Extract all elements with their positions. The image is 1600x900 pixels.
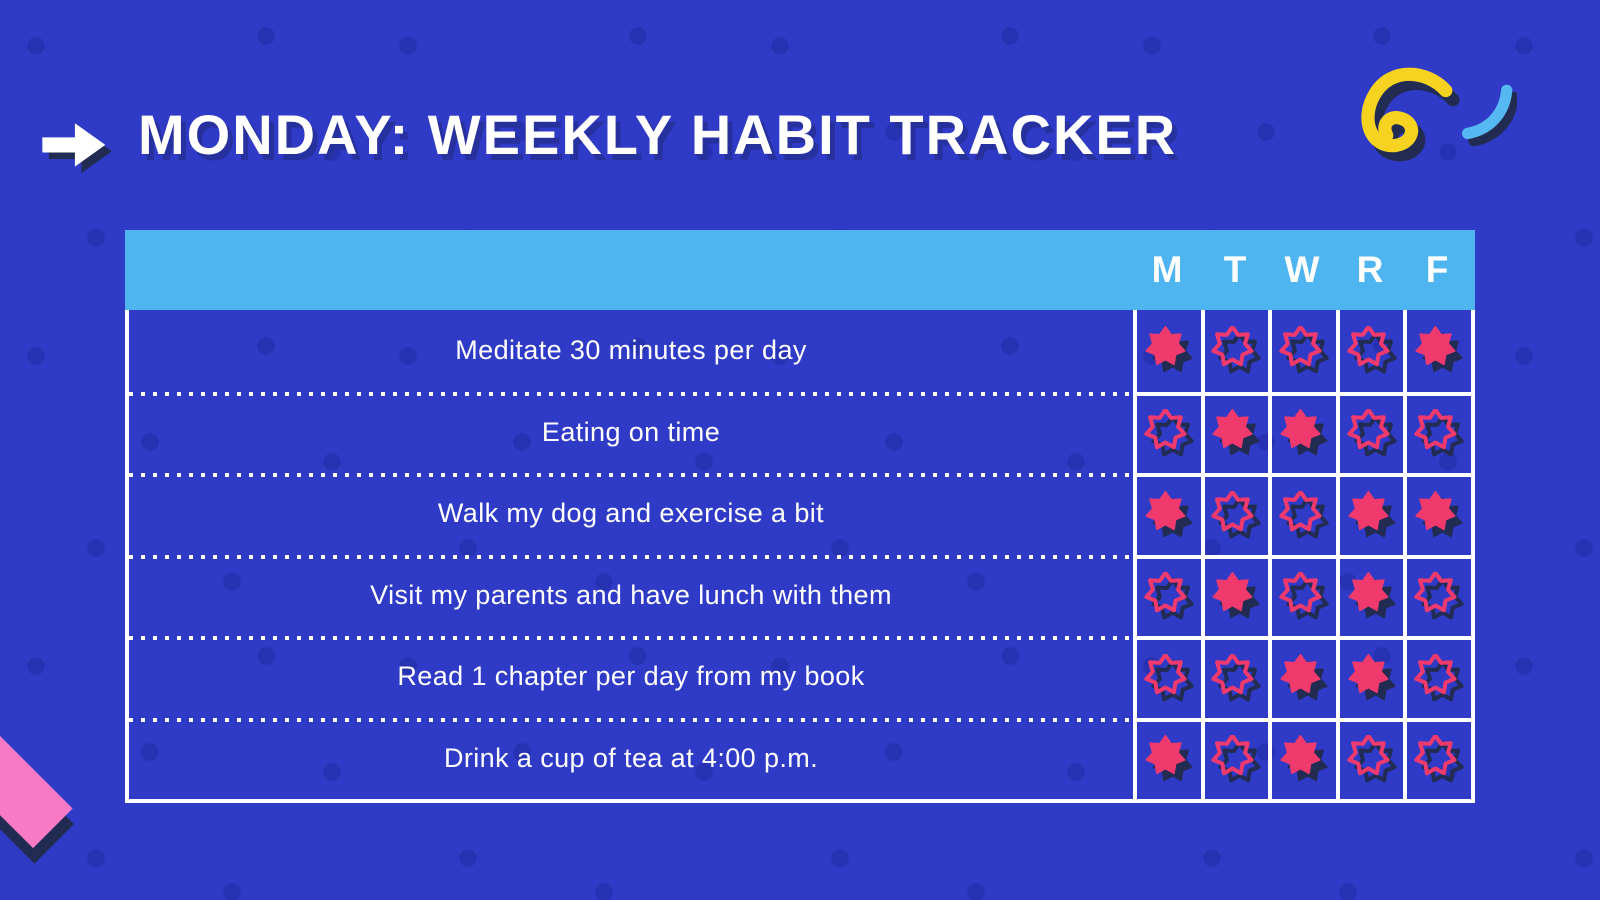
star-strip [1133, 391, 1471, 473]
outline-burst-star-icon[interactable] [1335, 310, 1404, 392]
day-header-tuesday: T [1223, 249, 1247, 290]
outline-burst-star-icon[interactable] [1133, 391, 1201, 473]
star-strip [1133, 717, 1471, 799]
outline-burst-star-icon[interactable] [1403, 636, 1471, 718]
outline-burst-star-icon[interactable] [1200, 473, 1269, 555]
filled-burst-star-icon[interactable] [1403, 310, 1471, 392]
habit-tracker-table: M T W R F Meditate 30 minutes per day Ea… [125, 230, 1475, 803]
filled-burst-star-icon[interactable] [1335, 473, 1404, 555]
day-header-monday: M [1151, 249, 1183, 290]
day-header-wednesday: W [1284, 249, 1320, 290]
outline-burst-star-icon[interactable] [1200, 310, 1269, 392]
filled-burst-star-icon[interactable] [1133, 473, 1201, 555]
page-title: MONDAY: WEEKLY HABIT TRACKER [138, 103, 1178, 166]
yellow-squiggle-icon [1361, 67, 1460, 162]
outline-burst-star-icon[interactable] [1335, 717, 1404, 799]
table-row: Eating on time [129, 391, 1471, 473]
filled-burst-star-icon[interactable] [1268, 636, 1336, 718]
filled-burst-star-icon[interactable] [1133, 310, 1201, 392]
outline-burst-star-icon[interactable] [1268, 554, 1336, 636]
pink-parallelogram-icon [0, 691, 73, 849]
outline-burst-star-icon[interactable] [1403, 554, 1471, 636]
filled-burst-star-icon[interactable] [1200, 554, 1269, 636]
star-strip [1133, 636, 1471, 718]
outline-burst-star-icon[interactable] [1268, 473, 1336, 555]
habit-label: Read 1 chapter per day from my book [129, 636, 1134, 718]
table-header-row: M T W R F [125, 230, 1475, 310]
filled-burst-star-icon[interactable] [1403, 473, 1471, 555]
outline-burst-star-icon[interactable] [1133, 636, 1201, 718]
outline-burst-star-icon[interactable] [1200, 636, 1269, 718]
outline-burst-star-icon[interactable] [1133, 554, 1201, 636]
filled-burst-star-icon[interactable] [1200, 391, 1269, 473]
star-strip [1133, 310, 1471, 392]
day-header-friday: F [1425, 249, 1449, 290]
filled-burst-star-icon[interactable] [1268, 391, 1336, 473]
filled-burst-star-icon[interactable] [1133, 717, 1201, 799]
table-row: Read 1 chapter per day from my book [129, 636, 1471, 718]
table-row: Drink a cup of tea at 4:00 p.m. [129, 717, 1471, 799]
day-header-thursday: R [1356, 249, 1384, 290]
outline-burst-star-icon[interactable] [1403, 391, 1471, 473]
table-row: Visit my parents and have lunch with the… [129, 554, 1471, 636]
table-row: Meditate 30 minutes per day [129, 310, 1471, 392]
arrow-right-icon [42, 123, 112, 174]
table-row: Walk my dog and exercise a bit [129, 473, 1471, 555]
star-strip [1133, 554, 1471, 636]
star-strip [1133, 473, 1471, 555]
outline-burst-star-icon[interactable] [1268, 310, 1336, 392]
outline-burst-star-icon[interactable] [1200, 717, 1269, 799]
habit-label: Drink a cup of tea at 4:00 p.m. [129, 717, 1134, 799]
blue-arc-icon [1461, 84, 1517, 147]
habit-label: Walk my dog and exercise a bit [129, 473, 1134, 555]
outline-burst-star-icon[interactable] [1403, 717, 1471, 799]
outline-burst-star-icon[interactable] [1335, 391, 1404, 473]
habit-label: Eating on time [129, 391, 1134, 473]
filled-burst-star-icon[interactable] [1268, 717, 1336, 799]
habit-label: Meditate 30 minutes per day [455, 335, 807, 366]
habit-label: Visit my parents and have lunch with the… [129, 554, 1134, 636]
filled-burst-star-icon[interactable] [1335, 636, 1404, 718]
table-body: Meditate 30 minutes per day Eating on ti… [125, 310, 1475, 803]
filled-burst-star-icon[interactable] [1335, 554, 1404, 636]
